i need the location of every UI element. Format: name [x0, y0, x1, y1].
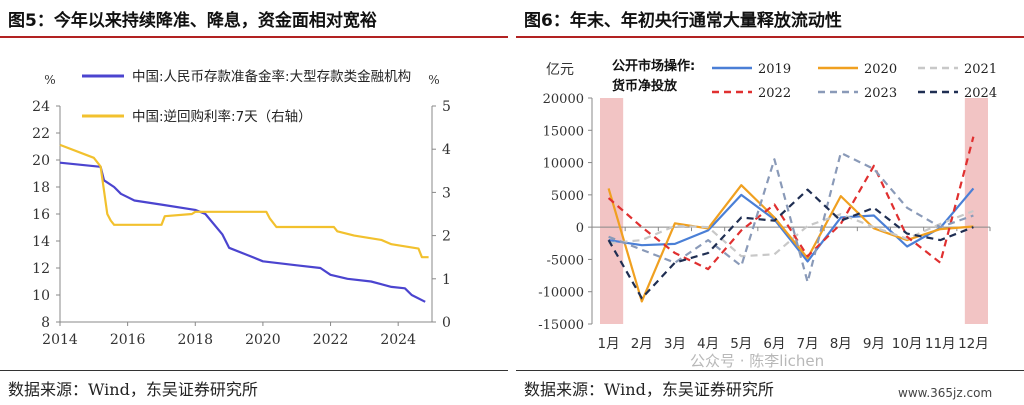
right-y-tick-label: 5 — [442, 99, 451, 115]
y-tick-label: -5000 — [547, 253, 584, 268]
y-tick-label: 0 — [576, 221, 584, 236]
left-figure-title: 图5：今年以来持续降准、降息，资金面相对宽裕 — [8, 11, 377, 31]
x-tick-label: 3月 — [664, 336, 686, 352]
right-chart: 20000 15000 10000 5000 0 -5000 -10000 -15000 亿元 1… — [538, 58, 997, 352]
x-tick-label: 6月 — [763, 336, 785, 352]
y-axis-unit: 亿元 — [546, 62, 574, 78]
legend-title: 公开市场操作: — [612, 58, 695, 74]
legend-label: 中国:逆回购利率:7天（右轴） — [132, 108, 312, 125]
x-tick-label: 2014 — [42, 332, 78, 348]
left-title-rule — [0, 36, 508, 38]
x-tick-label: 4月 — [697, 336, 719, 352]
legend-label: 2019 — [758, 62, 791, 77]
right-y-tick-label: 1 — [442, 272, 451, 288]
left-bottom-rule — [0, 370, 508, 371]
right-figure: 图6：年末、年初央行通常大量释放流动性 20000 15000 10000 5000 0… — [516, 0, 1024, 405]
legend-label: 2021 — [964, 62, 997, 77]
left-y-tick-label: 16 — [32, 207, 50, 223]
highlight-band — [964, 98, 988, 324]
x-tick-label: 8月 — [830, 336, 852, 352]
watermark: 公众号 · 陈李lichen — [690, 352, 825, 370]
y-tick-label: 20000 — [543, 92, 584, 107]
left-axis-unit: % — [44, 73, 55, 87]
x-tick-label: 10月 — [892, 336, 923, 352]
x-tick-label: 12月 — [958, 336, 989, 352]
legend-subtitle: 货币净投放 — [612, 78, 678, 94]
x-tick-label: 11月 — [925, 336, 956, 352]
site-url: www.365jz.com — [898, 386, 993, 400]
x-tick-label: 5月 — [730, 336, 752, 352]
left-source: 数据来源：Wind，东吴证券研究所 — [8, 380, 258, 399]
left-y-tick-label: 14 — [32, 234, 50, 250]
right-y-tick-label: 4 — [442, 142, 451, 158]
y-tick-label: -15000 — [538, 318, 584, 333]
y-tick-label: 5000 — [551, 189, 584, 204]
series-line-2023 — [608, 151, 974, 284]
legend-label: 2023 — [864, 86, 897, 101]
x-tick-label: 9月 — [863, 336, 885, 352]
right-title-rule — [516, 36, 1024, 38]
x-tick-label: 1月 — [598, 336, 620, 352]
right-y-tick-label: 3 — [442, 185, 451, 201]
series-line-rrr — [59, 161, 426, 303]
left-y-tick-label: 20 — [32, 153, 50, 169]
x-tick-label: 2月 — [631, 336, 653, 352]
highlight-band — [600, 98, 624, 324]
x-tick-label: 2022 — [313, 332, 349, 348]
legend-label: 2022 — [758, 86, 791, 101]
left-figure: 图5：今年以来持续降准、降息，资金面相对宽裕 %% 8 10 12 14 16 18 20 22… — [0, 0, 508, 405]
legend-label: 中国:人民币存款准备金率:大型存款类金融机构 — [132, 68, 411, 85]
left-y-tick-label: 18 — [32, 180, 50, 196]
x-tick-label: 2020 — [245, 332, 281, 348]
left-y-tick-label: 22 — [32, 126, 50, 142]
y-tick-label: 10000 — [543, 157, 584, 172]
series-line-2024 — [607, 188, 974, 300]
right-figure-title: 图6：年末、年初央行通常大量释放流动性 — [524, 11, 842, 31]
right-y-tick-label: 0 — [442, 315, 451, 331]
y-tick-label: 15000 — [543, 124, 584, 139]
y-tick-label: -10000 — [538, 286, 584, 301]
series-line-2019 — [608, 187, 975, 263]
legend-label: 2024 — [964, 86, 997, 101]
left-y-tick-label: 12 — [32, 261, 50, 277]
series-line-reverse-repo — [59, 143, 429, 259]
right-y-tick-label: 2 — [442, 229, 451, 245]
x-tick-label: 7月 — [797, 336, 819, 352]
left-y-tick-label: 24 — [32, 99, 50, 115]
left-y-tick-label: 8 — [41, 315, 50, 331]
right-axis-unit: % — [428, 73, 439, 87]
series-line-2020 — [607, 184, 974, 303]
x-tick-label: 2016 — [110, 332, 146, 348]
x-tick-label: 2024 — [380, 332, 416, 348]
x-tick-label: 2018 — [177, 332, 213, 348]
series-line-2022 — [607, 136, 975, 271]
right-source: 数据来源：Wind，东吴证券研究所 — [524, 380, 774, 399]
left-y-tick-label: 10 — [32, 288, 50, 304]
series-line-2021 — [608, 209, 974, 258]
legend-label: 2020 — [864, 62, 897, 77]
right-bottom-rule — [516, 370, 1024, 371]
